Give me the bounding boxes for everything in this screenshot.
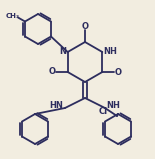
Text: N: N <box>60 47 67 56</box>
Text: O: O <box>115 68 122 76</box>
Text: HN: HN <box>49 100 63 110</box>
Text: CH₃: CH₃ <box>6 14 20 20</box>
Text: O: O <box>48 68 55 76</box>
Text: NH: NH <box>103 47 117 56</box>
Text: NH: NH <box>106 100 120 110</box>
Text: O: O <box>82 22 89 31</box>
Text: Cl: Cl <box>98 107 108 117</box>
